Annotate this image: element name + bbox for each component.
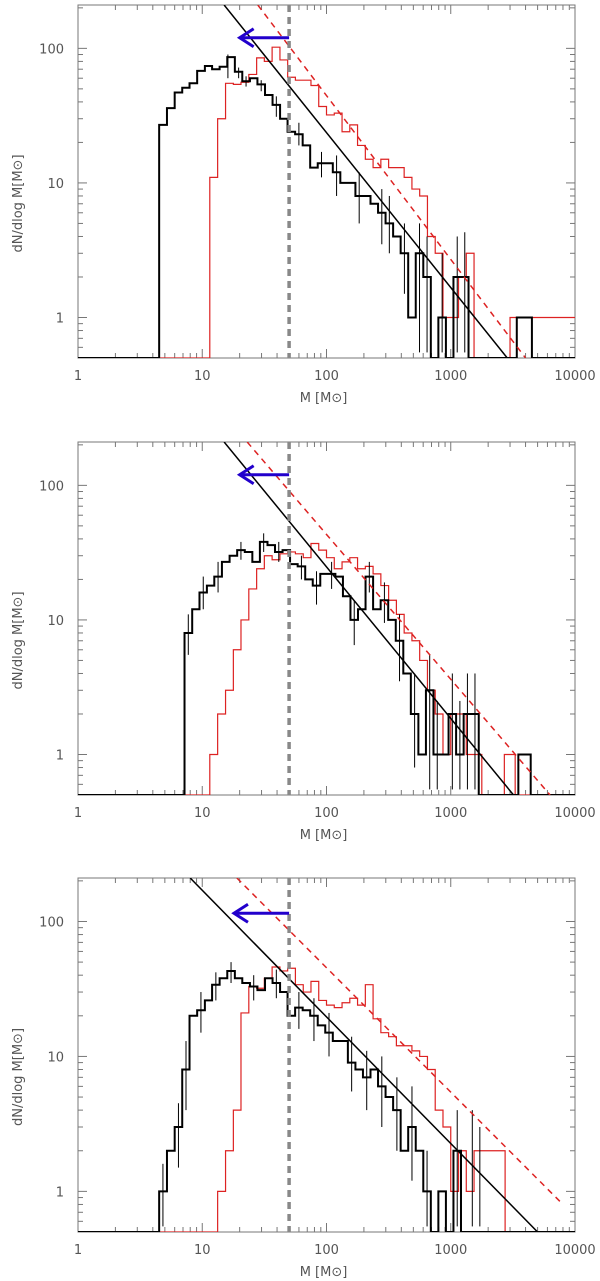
red-histogram	[78, 46, 575, 358]
y-axis-title: dN/dlog M[M⊙]	[11, 154, 26, 252]
x-tick-label: 1000	[434, 1243, 467, 1258]
y-tick-label: 1	[56, 311, 64, 326]
x-tick-label: 1000	[434, 369, 467, 384]
x-tick-label: 1	[74, 1243, 82, 1258]
black-histogram	[78, 56, 575, 358]
y-tick-label: 100	[39, 479, 64, 494]
x-axis-title: M [M⊙]	[300, 828, 348, 843]
chart-panel-top: 1 10 100 1000 10000 1 10 100 M [M⊙] dN/dlog M[M⊙]	[11, 4, 596, 406]
plot-frame	[77, 441, 576, 796]
plot-area	[78, 5, 575, 358]
chart-panel-middle: 1 10 100 1000 10000 1 10 100 M [M⊙] dN/dlog M[M⊙]	[11, 441, 596, 843]
black-histogram	[78, 969, 575, 1232]
y-tick-label: 100	[39, 42, 64, 57]
black-fit-line	[223, 5, 508, 358]
x-tick-label: 10	[194, 806, 211, 821]
y-tick-label: 10	[47, 614, 64, 629]
x-tick-label: 10	[194, 369, 211, 384]
x-tick-label: 1	[74, 369, 82, 384]
y-tick-label: 1	[56, 748, 64, 763]
arrow-head	[236, 464, 255, 485]
chart-panel-bottom: 1 10 100 1000 10000 1 10 100 M [M⊙] dN/dlog M[M⊙]	[11, 877, 596, 1280]
x-tick-label: 100	[314, 806, 339, 821]
x-tick-label: 1000	[434, 806, 467, 821]
y-axis-title: dN/dlog M[M⊙]	[11, 1028, 26, 1126]
arrow-head	[236, 27, 255, 48]
x-tick-label: 10	[194, 1243, 211, 1258]
plot-frame	[77, 877, 576, 1233]
black-histogram	[78, 540, 575, 795]
red-fit-line	[257, 5, 527, 358]
black-fit-line	[223, 442, 515, 795]
x-axis-title: M [M⊙]	[300, 391, 348, 406]
x-tick-label: 10000	[554, 806, 595, 821]
red-histogram	[78, 542, 575, 795]
y-axis-title: dN/dlog M[M⊙]	[11, 591, 26, 689]
y-tick-label: 10	[47, 177, 64, 192]
red-fit-line	[236, 878, 564, 1205]
plot-area	[78, 878, 575, 1232]
red-fit-line	[246, 442, 551, 795]
plot-area	[78, 442, 575, 795]
y-tick-label: 100	[39, 915, 64, 930]
y-tick-label: 1	[56, 1185, 64, 1200]
x-tick-label: 100	[314, 369, 339, 384]
plot-frame	[77, 4, 576, 359]
x-tick-label: 100	[314, 1243, 339, 1258]
x-tick-label: 1	[74, 806, 82, 821]
x-axis-title: M [M⊙]	[300, 1265, 348, 1280]
arrow-head	[231, 903, 249, 924]
x-tick-label: 10000	[554, 1243, 595, 1258]
x-tick-label: 10000	[554, 369, 595, 384]
black-fit-line	[189, 878, 539, 1232]
y-tick-label: 10	[47, 1050, 64, 1065]
red-histogram	[78, 966, 575, 1232]
